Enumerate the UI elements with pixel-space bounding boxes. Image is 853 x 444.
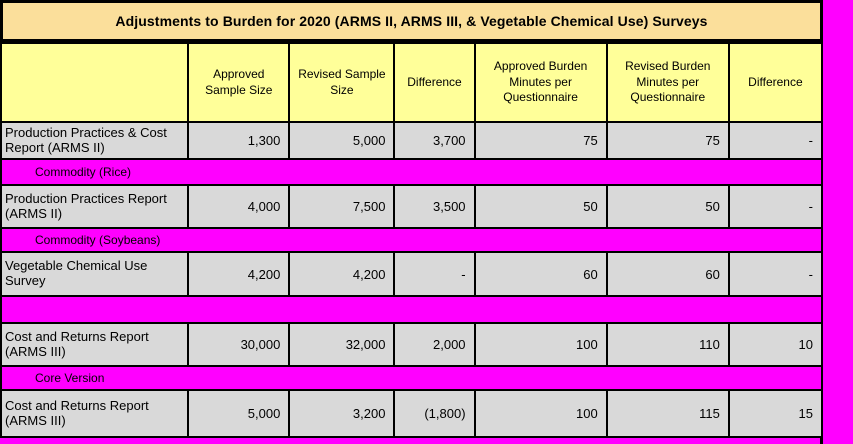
row-label-cell: Vegetable Chemical Use Survey [0,251,190,297]
value-cell: 3,700 [393,121,476,160]
value-cell: 60 [605,251,730,297]
burden-table: Approved Sample Size Revised Sample Size… [0,42,824,438]
separator-label: Commodity (Rice) [0,158,823,186]
value-cell: 110 [605,322,730,367]
value-cell: 75 [473,121,608,160]
value-cell: - [727,184,824,229]
value-cell: 75 [605,121,730,160]
value-cell: 115 [605,389,730,438]
column-header-approved-burden: Approved Burden Minutes per Questionnair… [473,42,608,123]
table-row: Production Practices Report (ARMS II) 4,… [0,184,824,229]
table-row: Vegetable Chemical Use Survey 4,200 4,20… [0,251,824,297]
value-cell: 4,200 [288,251,396,297]
value-cell: 30,000 [187,322,291,367]
value-cell: 50 [473,184,608,229]
separator-row-soybeans: Commodity (Soybeans) [0,227,823,253]
table-row: Cost and Returns Report (ARMS III) 5,000… [0,389,824,438]
row-label-cell: Cost and Returns Report (ARMS III) [0,322,190,367]
value-cell: - [393,251,476,297]
value-cell: - [727,121,824,160]
column-header-revised-burden: Revised Burden Minutes per Questionnaire [605,42,730,123]
value-cell: 2,000 [393,322,476,367]
row-label-cell: Production Practices & Cost Report (ARMS… [0,121,190,160]
value-cell: 50 [605,184,730,229]
header-row: Approved Sample Size Revised Sample Size… [0,42,824,123]
column-header-difference-2: Difference [727,42,824,123]
value-cell: 4,000 [187,184,291,229]
row-label-cell: Cost and Returns Report (ARMS III) [0,389,190,438]
value-cell: 10 [727,322,824,367]
value-cell: 32,000 [288,322,396,367]
column-header-difference-1: Difference [393,42,476,123]
value-cell: 5,000 [187,389,291,438]
separator-label: Core Version [0,365,823,391]
table-title-bar: Adjustments to Burden for 2020 (ARMS II,… [0,0,823,42]
value-cell: 15 [727,389,824,438]
value-cell: 100 [473,389,608,438]
value-cell: - [727,251,824,297]
value-cell: 4,200 [187,251,291,297]
column-header-revised-sample: Revised Sample Size [288,42,396,123]
separator-row-core-version: Core Version [0,365,823,391]
column-header-blank [0,42,190,123]
value-cell: (1,800) [393,389,476,438]
separator-label [0,295,823,324]
table-row: Production Practices & Cost Report (ARMS… [0,121,824,160]
row-label-cell: Production Practices Report (ARMS II) [0,184,190,229]
value-cell: 100 [473,322,608,367]
table-row: Cost and Returns Report (ARMS III) 30,00… [0,322,824,367]
value-cell: 5,000 [288,121,396,160]
value-cell: 3,500 [393,184,476,229]
value-cell: 60 [473,251,608,297]
table-title: Adjustments to Burden for 2020 (ARMS II,… [115,13,708,29]
value-cell: 1,300 [187,121,291,160]
separator-row-rice: Commodity (Rice) [0,158,823,186]
column-header-approved-sample: Approved Sample Size [187,42,291,123]
value-cell: 7,500 [288,184,396,229]
separator-label: Commodity (Soybeans) [0,227,823,253]
value-cell: 3,200 [288,389,396,438]
separator-row-blank [0,295,823,324]
table-right-border-extension [820,436,823,444]
